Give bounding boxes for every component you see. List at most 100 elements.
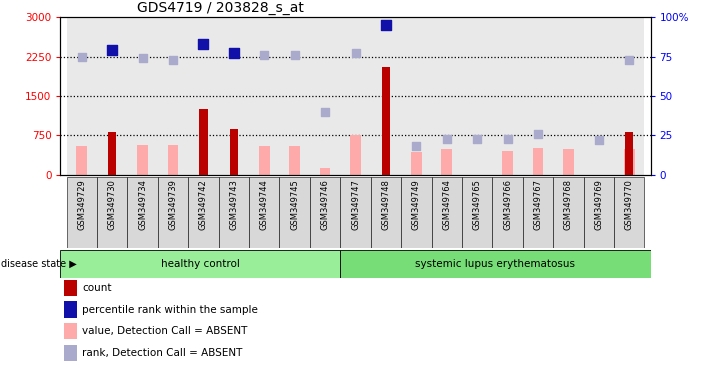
- Bar: [67, 177, 97, 248]
- Text: healthy control: healthy control: [161, 259, 240, 269]
- Bar: [60, 250, 340, 278]
- Bar: [230, 129, 238, 175]
- Bar: [279, 17, 310, 175]
- Point: [533, 131, 544, 137]
- Text: GSM349743: GSM349743: [230, 179, 238, 230]
- Bar: [462, 177, 493, 248]
- Bar: [553, 17, 584, 175]
- Bar: [127, 177, 158, 248]
- Bar: [218, 17, 249, 175]
- Point: [593, 137, 604, 143]
- Point: [441, 136, 452, 142]
- Point: [167, 57, 178, 63]
- Bar: [188, 177, 218, 248]
- Bar: [320, 169, 331, 175]
- Bar: [218, 177, 249, 248]
- Point: [380, 22, 392, 28]
- Point: [137, 55, 149, 61]
- Bar: [523, 17, 553, 175]
- Bar: [614, 17, 644, 175]
- Bar: [249, 17, 279, 175]
- Bar: [158, 177, 188, 248]
- Bar: [382, 67, 390, 175]
- Bar: [523, 177, 553, 248]
- Text: GSM349766: GSM349766: [503, 179, 512, 230]
- Text: GDS4719 / 203828_s_at: GDS4719 / 203828_s_at: [137, 1, 304, 15]
- Bar: [199, 109, 208, 175]
- Bar: [625, 132, 634, 175]
- Text: GSM349749: GSM349749: [412, 179, 421, 230]
- Text: GSM349770: GSM349770: [625, 179, 634, 230]
- Text: GSM349764: GSM349764: [442, 179, 451, 230]
- Text: count: count: [82, 283, 112, 293]
- Text: GSM349746: GSM349746: [321, 179, 330, 230]
- Bar: [249, 177, 279, 248]
- Bar: [259, 146, 269, 175]
- Bar: [97, 17, 127, 175]
- Bar: [614, 177, 644, 248]
- Bar: [624, 149, 635, 175]
- Point: [411, 143, 422, 149]
- Bar: [584, 177, 614, 248]
- Text: value, Detection Call = ABSENT: value, Detection Call = ABSENT: [82, 326, 248, 336]
- Text: GSM349739: GSM349739: [169, 179, 178, 230]
- Bar: [310, 177, 341, 248]
- Point: [198, 41, 209, 47]
- Bar: [462, 17, 493, 175]
- Text: GSM349748: GSM349748: [381, 179, 390, 230]
- Bar: [493, 177, 523, 248]
- Text: GSM349768: GSM349768: [564, 179, 573, 230]
- Bar: [401, 17, 432, 175]
- Text: GSM349765: GSM349765: [473, 179, 481, 230]
- Text: rank, Detection Call = ABSENT: rank, Detection Call = ABSENT: [82, 348, 243, 358]
- Bar: [351, 136, 360, 175]
- Bar: [341, 17, 370, 175]
- Text: GSM349744: GSM349744: [260, 179, 269, 230]
- Bar: [168, 145, 178, 175]
- Text: GSM349729: GSM349729: [77, 179, 86, 230]
- Point: [502, 136, 513, 142]
- Bar: [108, 132, 117, 175]
- Point: [259, 52, 270, 58]
- Text: GSM349730: GSM349730: [107, 179, 117, 230]
- Text: GSM349769: GSM349769: [594, 179, 604, 230]
- Point: [76, 54, 87, 60]
- Bar: [76, 146, 87, 175]
- Bar: [533, 149, 543, 175]
- Bar: [563, 149, 574, 175]
- Bar: [67, 17, 97, 175]
- Point: [624, 57, 635, 63]
- Point: [471, 136, 483, 142]
- Bar: [502, 151, 513, 175]
- Point: [107, 47, 118, 53]
- Bar: [341, 177, 370, 248]
- Bar: [442, 149, 452, 175]
- Bar: [370, 177, 401, 248]
- Bar: [370, 17, 401, 175]
- Text: GSM349747: GSM349747: [351, 179, 360, 230]
- Bar: [432, 177, 462, 248]
- Text: GSM349742: GSM349742: [199, 179, 208, 230]
- Bar: [432, 17, 462, 175]
- Bar: [340, 250, 651, 278]
- Point: [228, 50, 240, 56]
- Bar: [411, 152, 422, 175]
- Bar: [188, 17, 218, 175]
- Bar: [97, 177, 127, 248]
- Bar: [553, 177, 584, 248]
- Text: disease state ▶: disease state ▶: [1, 259, 77, 269]
- Bar: [137, 145, 148, 175]
- Bar: [493, 17, 523, 175]
- Text: GSM349745: GSM349745: [290, 179, 299, 230]
- Text: GSM349734: GSM349734: [138, 179, 147, 230]
- Point: [350, 50, 361, 56]
- Bar: [584, 17, 614, 175]
- Bar: [310, 17, 341, 175]
- Bar: [127, 17, 158, 175]
- Point: [289, 52, 300, 58]
- Point: [319, 109, 331, 115]
- Text: percentile rank within the sample: percentile rank within the sample: [82, 305, 258, 314]
- Bar: [158, 17, 188, 175]
- Bar: [279, 177, 310, 248]
- Bar: [289, 146, 300, 175]
